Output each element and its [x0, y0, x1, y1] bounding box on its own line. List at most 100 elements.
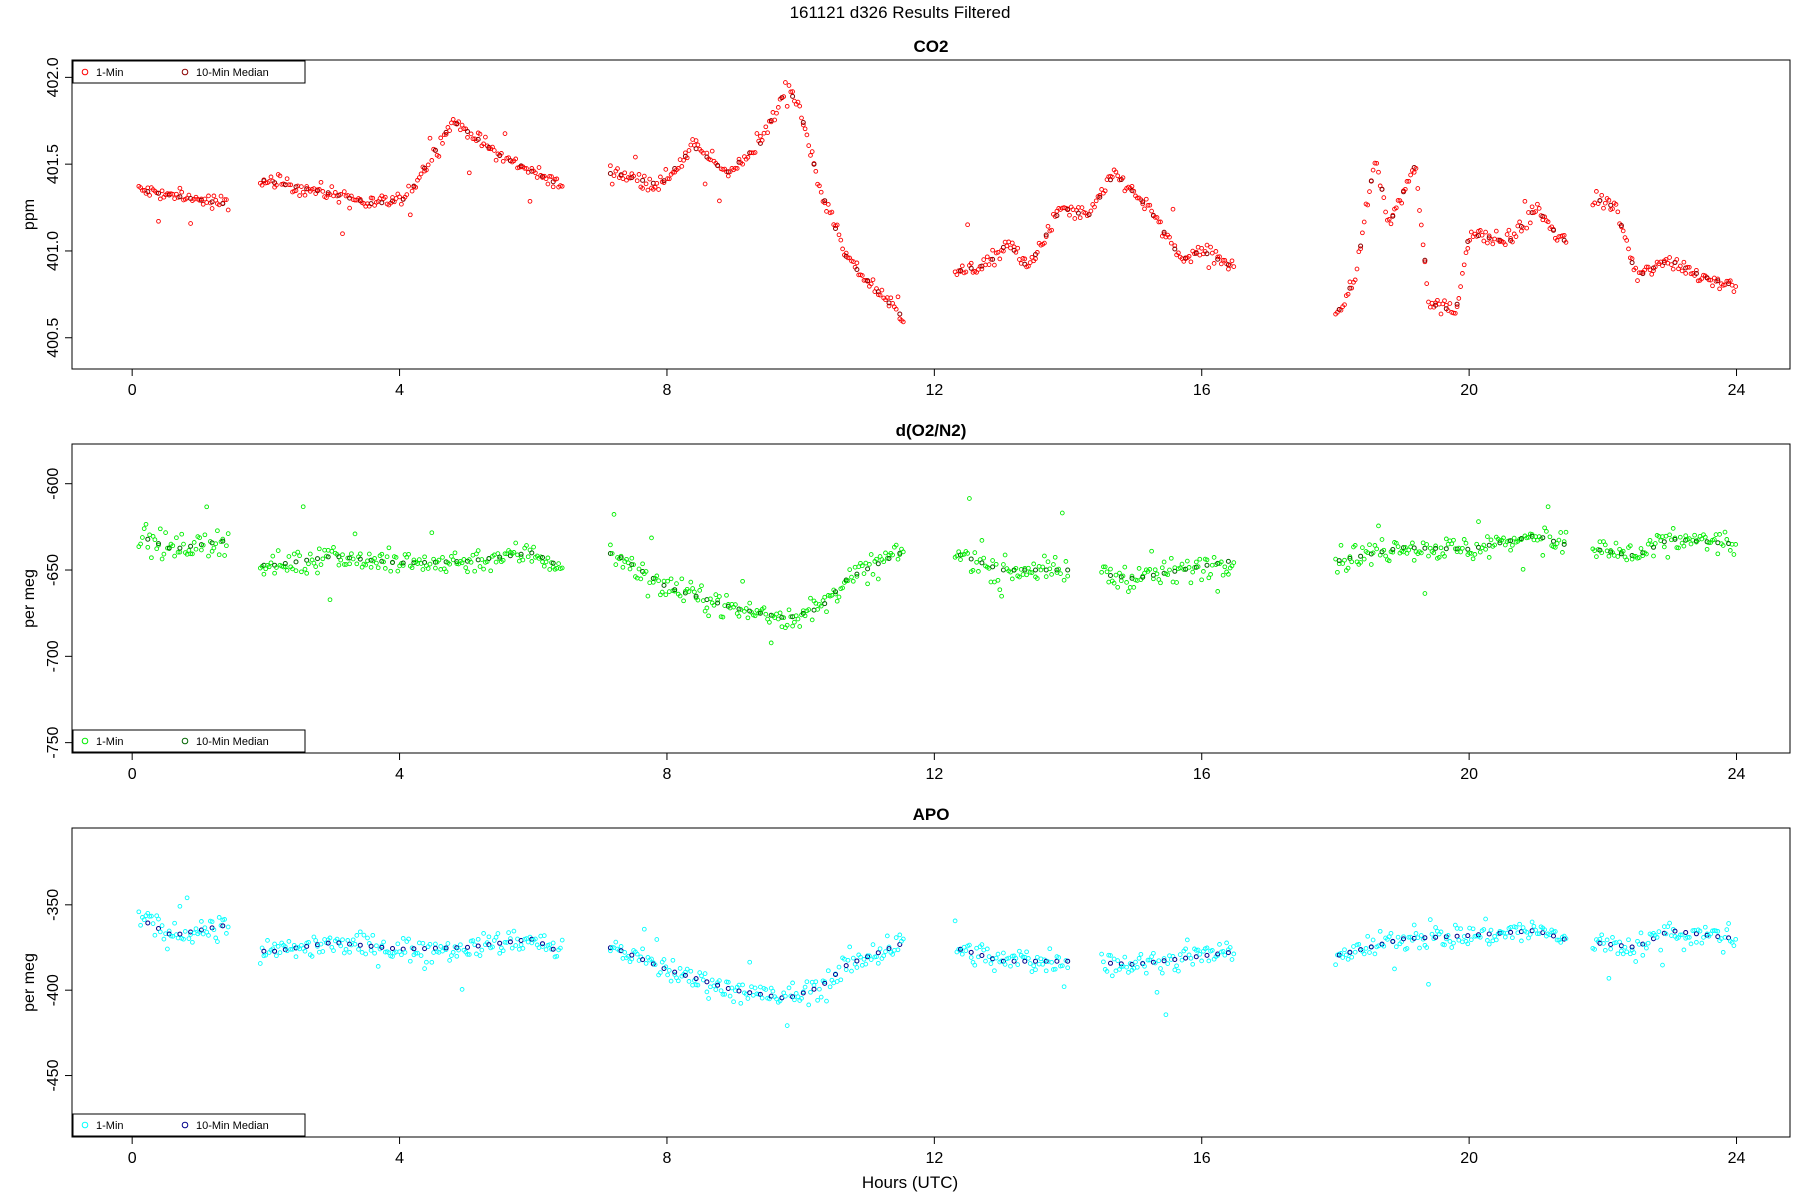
point-1min — [883, 550, 888, 556]
point-1min — [529, 559, 535, 564]
point-1min — [799, 996, 804, 1001]
point-1min — [652, 184, 658, 190]
point-10min-median — [833, 589, 838, 595]
point-1min — [965, 222, 970, 228]
point-1min — [609, 551, 615, 556]
point-1min — [272, 941, 277, 947]
point-10min-median — [465, 129, 470, 134]
point-1min — [368, 564, 374, 570]
point-1min — [1376, 523, 1381, 529]
point-10min-median — [1172, 568, 1178, 574]
point-1min — [1599, 192, 1605, 198]
point-1min — [1560, 550, 1565, 555]
point-1min — [1727, 548, 1733, 553]
point-1min — [361, 932, 367, 938]
point-1min — [736, 613, 742, 619]
point-1min — [670, 957, 676, 963]
point-1min — [883, 949, 888, 954]
point-10min-median — [1022, 958, 1028, 964]
point-1min — [683, 150, 688, 156]
point-1min — [282, 944, 288, 950]
point-1min — [474, 951, 479, 957]
point-1min — [275, 548, 281, 553]
point-10min-median — [497, 940, 503, 946]
point-10min-median — [1672, 536, 1678, 542]
point-1min — [1017, 948, 1022, 954]
point-1min — [470, 938, 476, 943]
point-1min — [747, 959, 753, 965]
point-1min — [952, 918, 958, 924]
point-1min — [193, 546, 199, 552]
point-1min — [1136, 566, 1142, 571]
point-1min — [825, 202, 831, 207]
point-1min — [1492, 542, 1497, 548]
point-1min — [868, 281, 874, 287]
point-1min — [1027, 260, 1033, 265]
y-tick-label: -450 — [45, 1059, 62, 1091]
point-1min — [306, 561, 311, 567]
point-1min — [1027, 961, 1033, 966]
point-10min-median — [432, 559, 438, 565]
point-1min — [384, 554, 390, 560]
point-1min — [541, 933, 547, 938]
point-1min — [1686, 935, 1692, 940]
point-1min — [1031, 963, 1037, 969]
point-1min — [1733, 542, 1739, 547]
point-1min — [1392, 966, 1397, 972]
point-1min — [692, 589, 697, 595]
point-10min-median — [145, 536, 151, 542]
point-1min — [797, 624, 803, 629]
point-1min — [533, 170, 538, 176]
panel-title: APO — [913, 805, 950, 824]
point-1min — [293, 568, 299, 574]
point-10min-median — [1683, 930, 1689, 935]
point-1min — [1517, 921, 1522, 927]
point-1min — [1176, 968, 1181, 974]
point-1min — [702, 181, 708, 187]
point-1min — [1159, 970, 1165, 976]
point-10min-median — [325, 554, 331, 560]
point-1min — [968, 260, 974, 266]
point-10min-median — [693, 593, 699, 599]
point-1min — [413, 951, 419, 956]
point-1min — [1608, 946, 1614, 952]
point-1min — [1072, 216, 1078, 221]
point-1min — [1451, 940, 1456, 946]
point-10min-median — [1422, 935, 1428, 941]
point-1min — [161, 936, 167, 942]
point-1min — [1222, 564, 1228, 570]
point-1min — [1345, 291, 1351, 297]
point-1min — [1231, 560, 1237, 565]
point-1min — [1513, 234, 1519, 239]
point-10min-median — [357, 942, 363, 948]
point-1min — [1411, 922, 1417, 928]
point-1min — [368, 948, 374, 953]
point-10min-median — [1358, 243, 1364, 249]
point-1min — [475, 936, 481, 942]
point-1min — [291, 551, 297, 557]
point-1min — [483, 134, 488, 140]
point-1min — [1077, 215, 1083, 221]
point-1min — [1479, 232, 1485, 238]
point-1min — [1188, 580, 1194, 586]
point-1min — [684, 966, 690, 972]
point-10min-median — [475, 136, 481, 142]
point-1min — [640, 186, 645, 191]
point-1min — [1097, 193, 1103, 198]
point-1min — [1134, 964, 1140, 970]
point-1min — [140, 535, 145, 540]
point-1min — [986, 954, 992, 959]
point-1min — [1365, 933, 1371, 939]
point-1min — [1644, 551, 1649, 557]
point-1min — [849, 968, 854, 974]
point-1min — [806, 1002, 812, 1008]
point-1min — [1602, 200, 1608, 206]
point-1min — [1026, 956, 1031, 961]
point-1min — [1470, 556, 1476, 562]
point-1min — [502, 551, 508, 557]
point-1min — [1669, 262, 1674, 267]
point-1min — [786, 83, 792, 88]
point-1min — [406, 551, 411, 557]
point-1min — [1092, 204, 1097, 210]
point-1min — [274, 565, 279, 570]
